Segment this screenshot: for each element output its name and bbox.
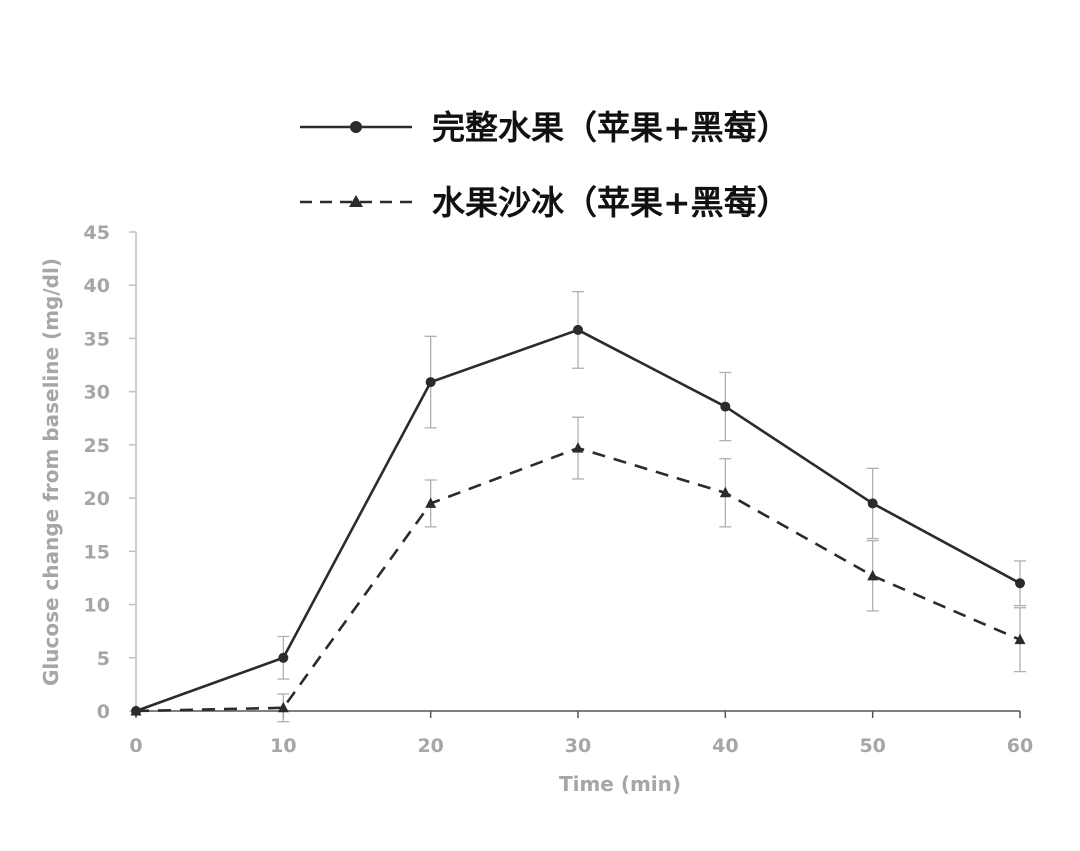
series-line-whole-fruit [135,328,1021,713]
y-tick-label: 40 [84,275,110,297]
y-tick-label: 0 [97,701,110,723]
x-tick-label: 0 [129,735,142,757]
data-point-whole-fruit [1015,578,1025,589]
x-tick-label: 20 [417,735,443,757]
series-line-smoothie [135,446,1021,713]
data-points [130,324,1026,716]
y-tick-label: 10 [84,595,110,617]
data-point-smoothie [572,442,584,453]
data-point-smoothie [425,497,437,508]
x-tick-label: 60 [1007,735,1033,757]
legend-marker-smoothie [349,195,363,207]
x-axis-ticks: 0 10 20 30 40 50 60 [129,711,1033,757]
y-tick-label: 5 [97,648,110,670]
data-point-smoothie [1014,633,1026,645]
x-tick-label: 30 [565,735,591,757]
y-tick-label: 15 [84,541,110,563]
data-point-whole-fruit [573,324,583,335]
legend-label-smoothie: 水果沙冰（苹果+黑莓） [432,183,790,222]
error-bars [277,290,1026,723]
legend-item-whole-fruit: 完整水果（苹果+黑莓） [300,108,790,147]
data-point-whole-fruit [278,652,289,663]
legend: 完整水果（苹果+黑莓） 水果沙冰（苹果+黑莓） [300,108,790,222]
data-point-whole-fruit [720,401,731,412]
legend-item-smoothie: 水果沙冰（苹果+黑莓） [300,183,790,222]
y-axis-ticks: 0 5 10 15 20 25 30 35 40 45 [84,222,136,723]
series-lines [135,328,1021,713]
y-tick-label: 20 [84,488,110,510]
data-point-whole-fruit [425,377,436,388]
x-tick-label: 40 [712,735,738,757]
data-point-smoothie [277,701,289,713]
legend-label-whole-fruit: 完整水果（苹果+黑莓） [432,108,790,147]
y-tick-label: 25 [84,435,110,457]
x-tick-label: 50 [859,735,885,757]
x-axis-title: Time (min) [559,772,681,796]
y-tick-label: 45 [84,222,110,244]
data-point-whole-fruit [867,498,878,509]
legend-marker-whole-fruit [350,121,362,133]
y-tick-label: 35 [84,328,110,350]
data-point-smoothie [719,486,731,498]
x-tick-label: 10 [270,735,296,757]
data-point-smoothie [130,705,142,716]
data-point-smoothie [867,569,879,581]
y-axis-title: Glucose change from baseline (mg/dl) [39,258,63,686]
y-tick-label: 30 [84,382,110,404]
